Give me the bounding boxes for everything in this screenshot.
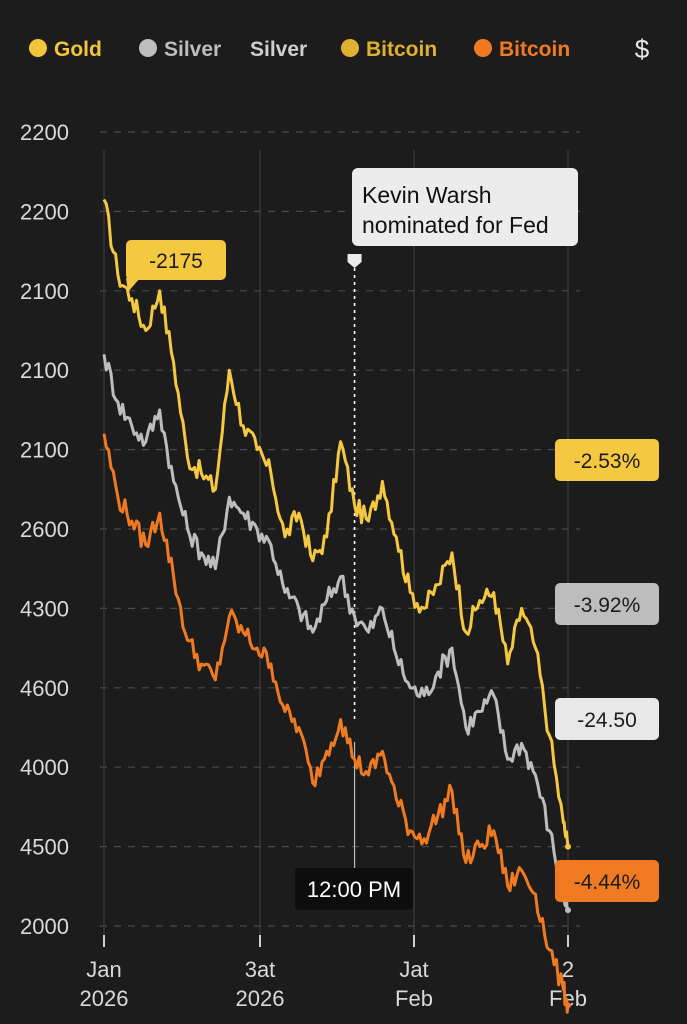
series-end-point	[565, 843, 571, 850]
legend-label: Bitcoin	[499, 38, 570, 61]
x-tick-label: 2	[562, 957, 574, 982]
end-tag-label: -4.44%	[574, 871, 641, 894]
end-tag-silver: -3.92%	[555, 583, 659, 625]
legend-item-silver-1[interactable]: Silver	[139, 38, 221, 61]
start-tag-pointer	[126, 278, 140, 292]
extra-value-tag: -24.50	[555, 698, 659, 740]
x-tick-label: 2026	[80, 986, 129, 1011]
end-tag-bg	[555, 439, 659, 481]
extra-tag-label: -24.50	[577, 709, 637, 732]
end-tag-bg	[555, 583, 659, 625]
end-tag-bitcoin: -4.44%	[555, 860, 659, 902]
extra-tag-bg	[555, 698, 659, 740]
x-tick-label: Jat	[399, 957, 428, 982]
annotation-line-1: Kevin Warsh	[362, 182, 492, 208]
currency-toggle-button[interactable]: $	[635, 34, 650, 64]
y-axis: 2200 2200 2100 2100 2100 2600 4300 4600 4000 4500…	[20, 120, 69, 939]
end-tag-gold: -2.53%	[555, 439, 659, 481]
annotation-line-2: nominated for Fed	[362, 212, 549, 238]
x-tick-label: Jan	[86, 957, 121, 982]
series-line-gold[interactable]	[102, 198, 570, 847]
series-line-bitcoin[interactable]	[102, 433, 570, 1014]
legend-label: Silver	[164, 38, 221, 61]
legend-dot	[139, 39, 157, 57]
end-tag-label: -3.92%	[574, 594, 641, 617]
legend-item-bitcoin-3[interactable]: Bitcoin	[341, 38, 437, 61]
legend-label: Gold	[54, 38, 102, 61]
series-group	[102, 198, 571, 1014]
legend-item-silver-2[interactable]: Silver	[250, 38, 307, 61]
y-tick-label: 2600	[20, 517, 69, 542]
legend-label: Silver	[250, 38, 307, 61]
time-label: 12:00 PM	[307, 877, 401, 902]
y-tick-label: 4600	[20, 676, 69, 701]
series-end-point	[565, 1002, 571, 1009]
x-tick-label: 2026	[236, 986, 285, 1011]
annotation[interactable]: Kevin Warsh nominated for Fed	[347, 168, 578, 870]
y-tick-label: 4300	[20, 596, 69, 621]
series-line-silver[interactable]	[102, 354, 569, 912]
time-label-bg	[295, 868, 413, 910]
y-tick-label: 4500	[20, 835, 69, 860]
y-tick-label: 2100	[20, 279, 69, 304]
annotation-marker-icon	[347, 254, 362, 268]
legend: Gold Silver Silver Bitcoin Bitcoin	[29, 38, 570, 61]
annotation-box	[352, 168, 578, 246]
legend-dot	[29, 39, 47, 57]
y-tick-label: 2000	[20, 914, 69, 939]
end-tag-bg	[555, 860, 659, 902]
y-tick-label: 4000	[20, 755, 69, 780]
start-tag-bg	[126, 240, 226, 280]
y-tick-label: 2100	[20, 438, 69, 463]
x-tick-label: 3at	[245, 957, 276, 982]
legend-item-bitcoin-4[interactable]: Bitcoin	[474, 38, 570, 61]
y-tick-label: 2100	[20, 358, 69, 383]
legend-label: Bitcoin	[366, 38, 437, 61]
y-tick-label: 2200	[20, 120, 69, 145]
legend-item-gold-0[interactable]: Gold	[29, 38, 102, 61]
end-tag-label: -2.53%	[574, 450, 641, 473]
x-tick-label: Feb	[395, 986, 433, 1011]
grid	[100, 131, 580, 940]
value-tags: -2.53% -3.92% -4.44% -24.50 -2175	[126, 240, 659, 902]
y-tick-label: 2200	[20, 199, 69, 224]
crosshair-time-label: 12:00 PM	[295, 868, 413, 910]
legend-dot	[341, 39, 359, 57]
start-value-tag: -2175	[126, 240, 226, 292]
series-end-point	[565, 907, 571, 914]
legend-dot	[474, 39, 492, 57]
start-tag-label: -2175	[149, 250, 203, 273]
